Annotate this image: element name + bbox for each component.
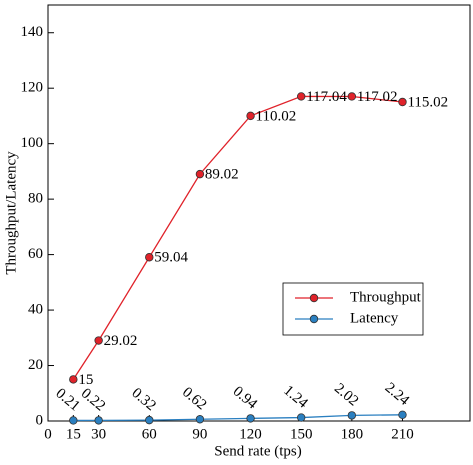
y-tick-label: 0 <box>36 412 44 428</box>
data-label: 1.24 <box>280 383 311 412</box>
x-tick-label: 150 <box>290 426 313 442</box>
data-label: 2.02 <box>331 380 361 409</box>
y-axis-label: Throughput/Latency <box>3 151 19 275</box>
y-tick-label: 100 <box>21 135 44 151</box>
y-tick-label: 60 <box>28 246 43 262</box>
data-point <box>297 92 306 101</box>
y-tick-label: 40 <box>28 302 43 318</box>
data-label: 0.94 <box>230 383 261 412</box>
data-label: 0.62 <box>179 384 209 413</box>
data-label: 0.32 <box>128 385 158 414</box>
x-tick-label: 30 <box>91 426 106 442</box>
plot-frame <box>47 4 471 422</box>
data-label: 0.21 <box>52 385 82 414</box>
data-point <box>398 410 407 419</box>
x-axis-label: Send rate (tps) <box>214 443 301 459</box>
x-tick-label: 120 <box>239 426 262 442</box>
legend-label: Throughput <box>350 289 422 305</box>
y-tick-label: 20 <box>28 357 43 373</box>
x-tick-label: 0 <box>44 426 52 442</box>
data-point <box>145 415 154 425</box>
data-point <box>297 413 306 422</box>
legend-marker <box>309 293 319 303</box>
data-point <box>195 415 205 424</box>
data-point <box>145 253 154 262</box>
data-label: 15 <box>78 372 93 388</box>
data-point <box>69 375 78 384</box>
data-label: 29.02 <box>104 333 138 349</box>
series-line <box>73 414 403 422</box>
data-label: 117.04 <box>306 89 347 105</box>
y-tick-label: 80 <box>28 191 43 207</box>
data-label: 0.22 <box>78 385 108 414</box>
data-label: 89.02 <box>205 167 239 183</box>
data-label: 110.02 <box>256 108 297 124</box>
data-point <box>398 97 407 107</box>
data-point <box>94 336 103 345</box>
legend-box <box>282 282 424 336</box>
y-tick-label: 140 <box>21 24 44 40</box>
data-label: 117.02 <box>357 89 398 105</box>
y-tick-label: 120 <box>21 80 44 96</box>
data-label: 59.04 <box>154 250 188 266</box>
x-tick-label: 15 <box>66 426 81 442</box>
legend-label: Latency <box>350 310 399 326</box>
x-tick-label: 90 <box>192 426 207 442</box>
data-point <box>246 414 255 423</box>
series-line <box>72 95 403 380</box>
legend-marker <box>309 314 319 324</box>
data-point <box>347 92 357 101</box>
x-tick-label: 210 <box>391 426 414 442</box>
x-tick-label: 60 <box>142 426 157 442</box>
data-point <box>347 411 357 420</box>
data-label: 2.24 <box>382 380 413 409</box>
data-point <box>69 416 78 425</box>
x-tick-label: 180 <box>341 426 364 442</box>
data-point <box>246 111 255 121</box>
data-point <box>195 169 205 179</box>
data-label: 115.02 <box>407 94 448 110</box>
data-point <box>94 416 103 425</box>
